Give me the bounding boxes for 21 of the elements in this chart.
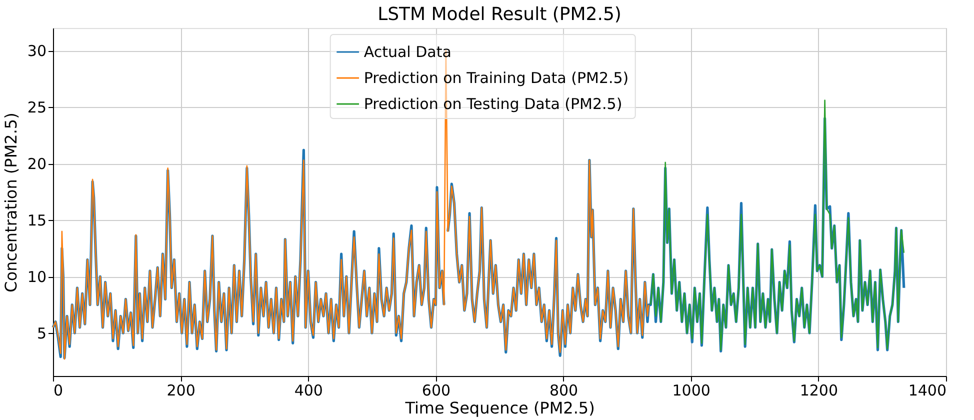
x-axis-title: Time Sequence (PM2.5): [404, 398, 595, 418]
y-tick-label: 20: [27, 155, 46, 174]
x-tick-label: 0: [54, 382, 64, 400]
x-tick-label: 600: [422, 382, 451, 400]
y-tick-label: 30: [27, 42, 46, 60]
chart-title: LSTM Model Result (PM2.5): [378, 4, 622, 25]
y-tick-label: 25: [27, 98, 46, 117]
x-tick-label: 200: [166, 382, 196, 400]
legend-label: Prediction on Training Data (PM2.5): [364, 69, 629, 87]
x-tick-label: 1200: [800, 382, 838, 400]
y-tick-label: 10: [27, 268, 46, 286]
y-tick-label: 5: [36, 324, 46, 343]
line-series: [650, 100, 905, 351]
y-tick-label: 15: [27, 212, 46, 230]
y-axis-title: Concentration (PM2.5): [1, 112, 20, 292]
x-tick-label: 1000: [672, 382, 710, 400]
x-tick-label: 400: [294, 382, 323, 400]
legend-label: Actual Data: [364, 43, 452, 61]
x-tick-label: 1400: [908, 382, 946, 400]
legend-label: Prediction on Testing Data (PM2.5): [364, 95, 622, 113]
x-tick-label: 800: [549, 382, 578, 400]
